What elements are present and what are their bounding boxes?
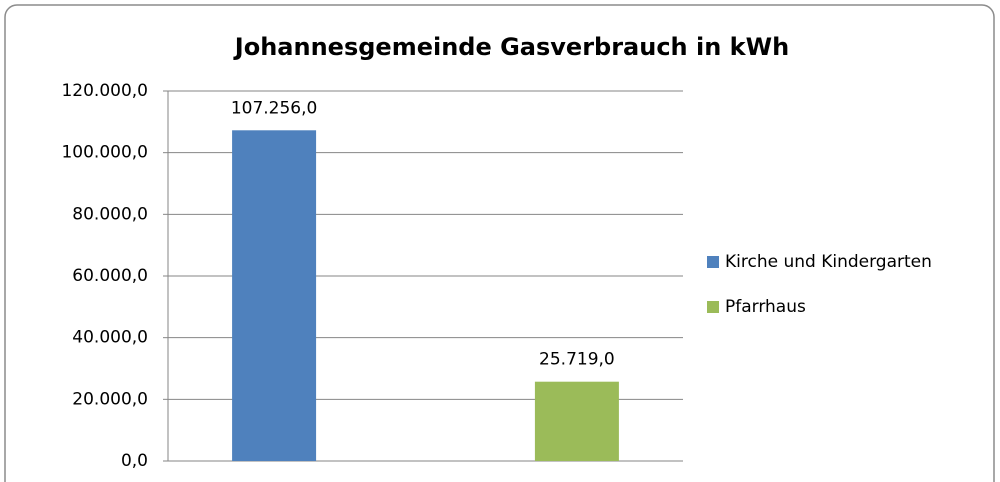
legend-swatch <box>707 256 719 268</box>
y-tick-label: 0,0 <box>121 451 148 471</box>
bar <box>232 130 317 461</box>
y-tick-label: 20.000,0 <box>72 389 148 409</box>
data-label: 107.256,0 <box>231 98 318 118</box>
bar <box>534 381 619 461</box>
legend-label: Kirche und Kindergarten <box>725 252 932 272</box>
legend-swatch <box>707 301 719 313</box>
data-label: 25.719,0 <box>539 350 615 370</box>
y-tick-label: 60.000,0 <box>72 266 148 286</box>
y-tick-label: 100.000,0 <box>61 143 148 163</box>
y-tick-label: 40.000,0 <box>72 328 148 348</box>
y-tick-label: 120.000,0 <box>61 81 148 101</box>
chart-title: Johannesgemeinde Gasverbrauch in kWh <box>233 33 789 61</box>
chart-frame <box>4 4 995 482</box>
legend-label: Pfarrhaus <box>725 297 806 317</box>
y-tick-label: 80.000,0 <box>72 204 148 224</box>
